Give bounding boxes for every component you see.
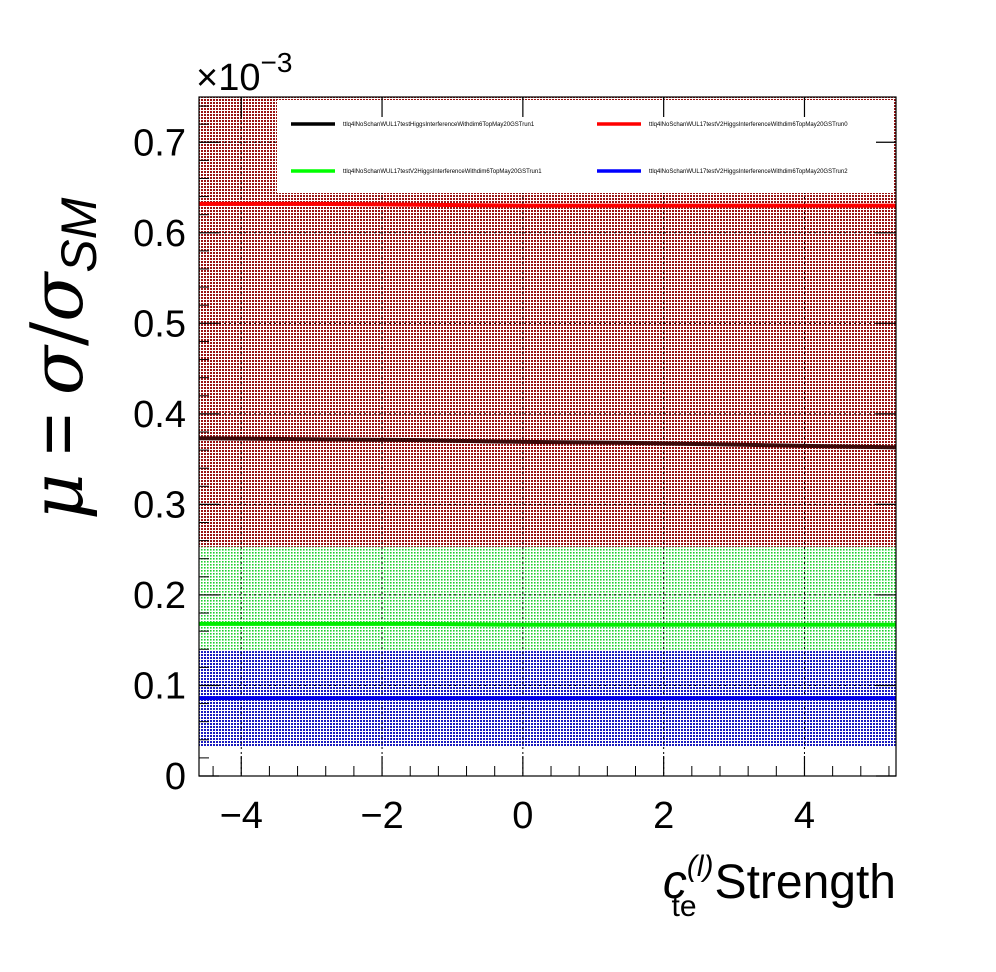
x-tick-label-4: 4 <box>794 795 815 837</box>
series-line-3 <box>199 621 896 627</box>
ylabel-slash: / <box>15 321 99 346</box>
legend-label-4: ttlq4lNoSchanWUL17testV2HiggsInterferenc… <box>649 169 848 175</box>
y-tick-label-3: 0.3 <box>133 484 186 526</box>
ylabel-equals: = <box>18 413 98 455</box>
y-multiplier-base: ×10 <box>196 57 260 99</box>
y-tick-label-1: 0.1 <box>133 665 186 707</box>
plot-frame <box>198 96 897 777</box>
ylabel-mu: μ <box>15 473 99 520</box>
legend: ttlq4lNoSchanWUL17testHiggsInterferenceW… <box>277 100 893 193</box>
y-multiplier-exponent: −3 <box>260 47 292 78</box>
y-tick-label-5: 0.5 <box>133 303 186 345</box>
ylabel-sigma: σ <box>15 344 99 395</box>
legend-label-3: ttlq4lNoSchanWUL17testV2HiggsInterferenc… <box>343 169 542 175</box>
band-3 <box>199 546 896 652</box>
legend-box <box>277 100 893 193</box>
x-tick-label-0: −4 <box>220 795 263 837</box>
y-tick-label-4: 0.4 <box>133 394 186 436</box>
y-axis-title: μ=σ/σSM <box>15 197 107 520</box>
series-line-1 <box>198 436 897 450</box>
uncertainty-bands <box>199 97 896 747</box>
xlabel-suffix: Strength <box>715 856 896 909</box>
y-tick-label-7: 0.7 <box>133 122 186 164</box>
ylabel-sm-subscript: SM <box>51 197 107 272</box>
y-tick-label-2: 0.2 <box>133 575 186 617</box>
legend-label-1: ttlq4lNoSchanWUL17testHiggsInterferenceW… <box>343 122 535 128</box>
y-tick-label-0: 0 <box>165 756 186 798</box>
xlabel-symbol: c <box>663 856 687 909</box>
legend-label-2: ttlq4lNoSchanWUL17testV2HiggsInterferenc… <box>649 122 848 128</box>
x-tick-label-1: −2 <box>360 795 403 837</box>
xlabel-superscript: (l) <box>687 850 714 883</box>
axes: −4 −2 0 2 4 0 0.1 0.2 0.3 0.4 0.5 0.6 0.7 <box>133 96 897 837</box>
series-lines <box>198 201 897 701</box>
ylabel-sigma-sm: σ <box>15 271 99 322</box>
x-tick-label-3: 2 <box>653 795 674 837</box>
x-axis-title: c(l) te Strength <box>663 850 896 923</box>
series-line-2 <box>199 201 896 208</box>
y-tick-label-6: 0.6 <box>133 213 186 255</box>
x-tick-label-2: 0 <box>512 795 533 837</box>
xlabel-subscript: te <box>672 890 697 923</box>
y-multiplier: ×10−3 <box>196 47 292 99</box>
